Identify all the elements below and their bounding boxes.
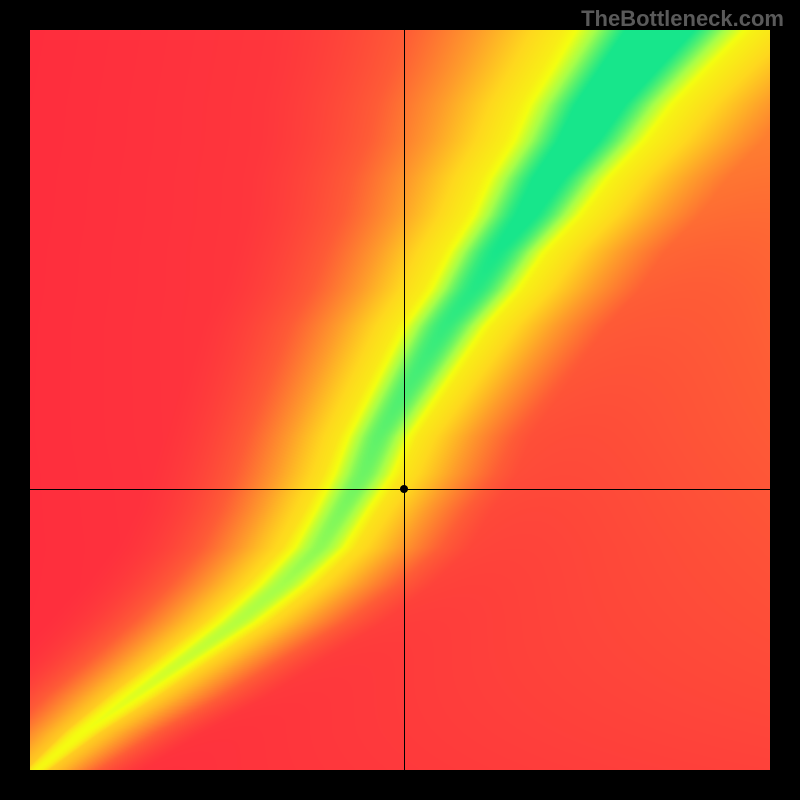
watermark-text: TheBottleneck.com xyxy=(581,6,784,32)
heatmap-canvas xyxy=(30,30,770,770)
crosshair-vertical xyxy=(404,30,405,770)
heatmap-plot xyxy=(30,30,770,770)
marker-dot xyxy=(400,485,408,493)
